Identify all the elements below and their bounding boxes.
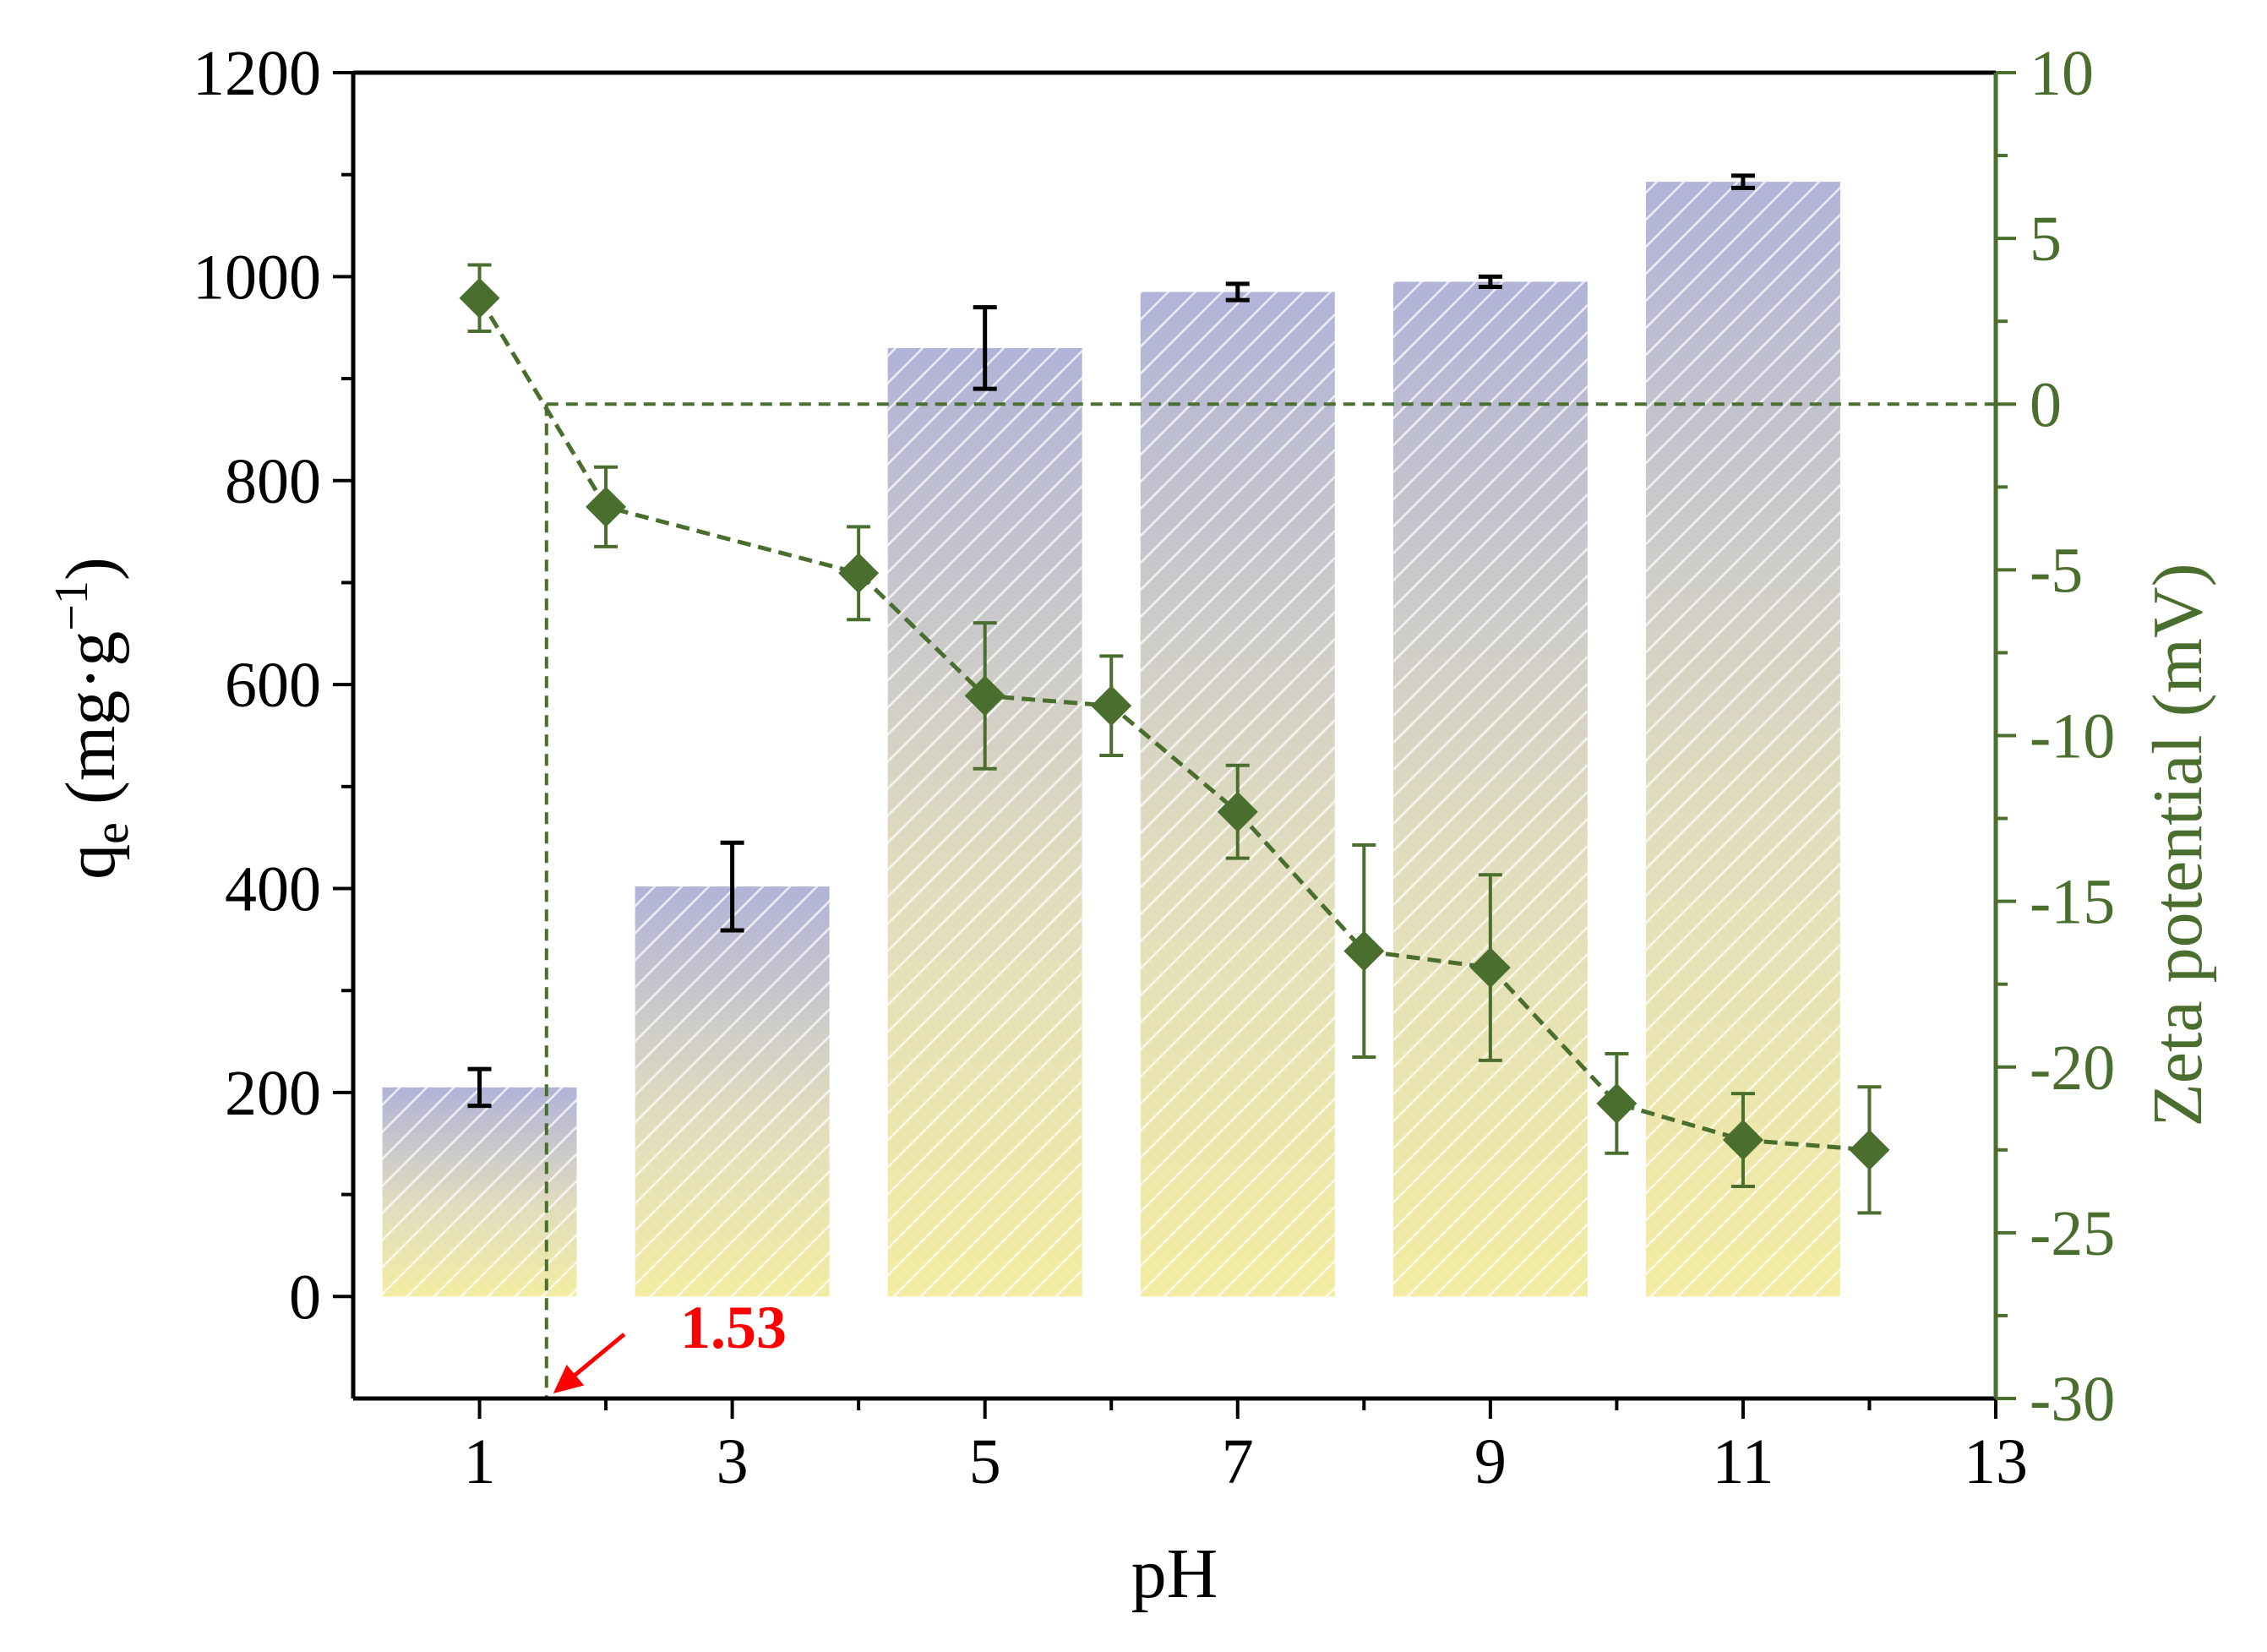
zeta-point-ph-11 — [1722, 1120, 1763, 1161]
axes — [333, 70, 2016, 1419]
pzc-annotation: 1.53 — [553, 1294, 787, 1393]
y-tick-label-600: 600 — [225, 650, 321, 721]
x-tick-label-5: 5 — [969, 1426, 1001, 1497]
zeta-point-ph-7 — [1217, 791, 1258, 832]
zeta-point-ph-2 — [586, 486, 627, 527]
x-tick-label-13: 13 — [1964, 1426, 2028, 1497]
x-tick-label-11: 11 — [1712, 1426, 1774, 1497]
pzc-annotation-arrow — [569, 1333, 626, 1381]
y-axis-title-close: ) — [52, 557, 130, 581]
zeta-point-ph-8 — [1343, 930, 1385, 972]
y-tick-labels: 0 200 400 600 800 1000 1200 — [193, 38, 321, 1333]
y2-tick-label--20: -20 — [2030, 1033, 2115, 1104]
y-tick-label-400: 400 — [225, 854, 321, 925]
y-axis-title-sup: −1 — [46, 581, 98, 631]
bar-hatch-ph-5 — [887, 347, 1082, 1297]
y2-tick-label--30: -30 — [2030, 1364, 2115, 1435]
y-tick-label-200: 200 — [225, 1058, 321, 1129]
y2-tick-label-0: 0 — [2030, 369, 2062, 440]
bar-hatch-ph-3 — [635, 886, 830, 1297]
zeta-point-ph-10 — [1596, 1082, 1638, 1124]
y-tick-label-1000: 1000 — [193, 242, 321, 313]
x-tick-label-3: 3 — [717, 1426, 749, 1497]
y-tick-label-0: 0 — [289, 1262, 321, 1333]
zeta-series — [459, 263, 1890, 1215]
x-tick-label-1: 1 — [464, 1426, 496, 1497]
y-axis-title-sub: e — [84, 822, 139, 844]
y2-tick-label--15: -15 — [2030, 867, 2115, 938]
y2-tick-label-5: 5 — [2030, 204, 2062, 275]
x-tick-labels: 1 3 5 7 9 11 13 — [464, 1426, 2028, 1497]
y-tick-label-1200: 1200 — [193, 38, 321, 109]
zeta-point-ph-12 — [1849, 1129, 1890, 1170]
y2-tick-label--10: -10 — [2030, 701, 2115, 772]
zeta-point-ph-1 — [459, 277, 500, 319]
y2-tick-labels: -30 -25 -20 -15 -10 -5 0 5 10 — [2030, 38, 2115, 1435]
y-axis-title: qe (mg·g−1) — [46, 557, 139, 880]
x-tick-label-9: 9 — [1474, 1426, 1507, 1497]
y-axis-title-unit: (mg·g — [52, 631, 130, 822]
zeta-point-ph-5 — [964, 675, 1005, 717]
zeta-point-ph-9 — [1469, 947, 1511, 989]
zeta-point-ph-6 — [1091, 685, 1132, 727]
reference-lines — [544, 402, 1996, 1398]
bar-hatch-ph-1 — [382, 1087, 577, 1297]
x-axis-title: pH — [1131, 1535, 1218, 1613]
y2-tick-label-10: 10 — [2030, 38, 2094, 109]
y2-axis-title: Zeta potential (mV) — [2139, 563, 2217, 1126]
pzc-annotation-arrowhead — [553, 1364, 585, 1393]
x-tick-label-7: 7 — [1222, 1426, 1254, 1497]
zeta-point-ph-4 — [838, 553, 880, 594]
pzc-annotation-label: 1.53 — [680, 1294, 787, 1361]
y2-tick-label--25: -25 — [2030, 1198, 2115, 1269]
y2-tick-label--5: -5 — [2030, 535, 2083, 606]
y-tick-label-800: 800 — [225, 446, 321, 517]
bar-hatch-ph-9 — [1392, 281, 1588, 1297]
y-axis-title-base: q — [52, 844, 130, 880]
